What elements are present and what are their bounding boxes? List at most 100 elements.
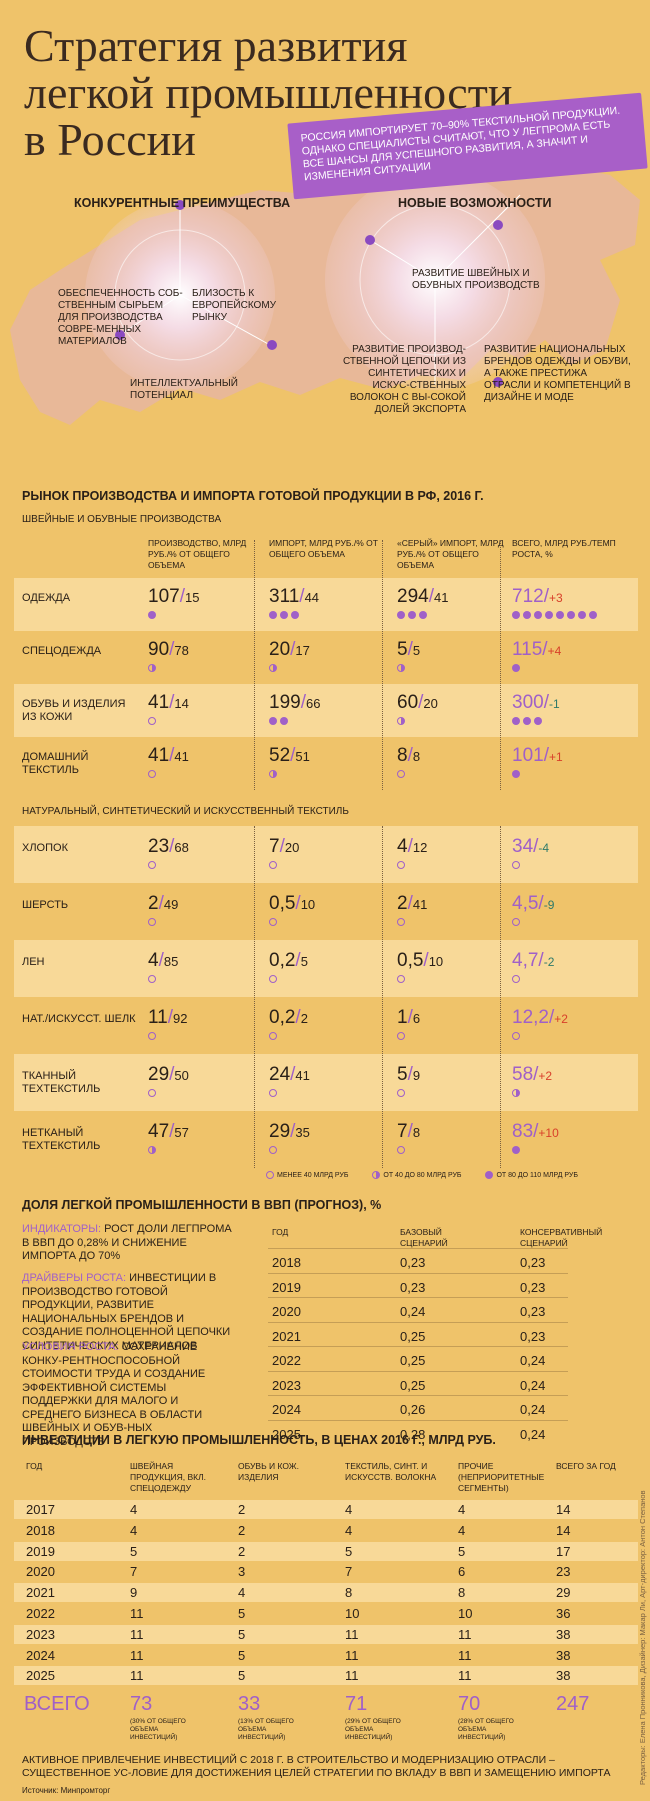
volume-dot-icon [291,610,299,619]
opportunity-item: Развитие швейных и обувных производств [412,268,540,291]
market-subheading: Швейные и обувные производства [22,514,222,525]
row-label: Одежда [22,591,71,604]
total-cell: 4,5/-9 [512,893,554,930]
table-row: 2023 11 5 11 11 38 [14,1624,638,1644]
volume-dot-icon [512,716,520,725]
total-cell: 300/-1 [512,692,560,729]
volume-dot-icon [397,610,405,619]
volume-dot-icon [269,1088,277,1097]
volume-dot-icon [148,917,156,926]
value-cell: 294/41 [397,586,448,623]
market-heading: Рынок производства и импорта готовой про… [22,489,484,503]
column-header: «Серый» импорт, млрд руб./% от общего об… [397,538,504,570]
table-row: 2022 11 5 10 10 36 [26,1606,571,1621]
row-label: Тканный техтекстиль [22,1069,101,1095]
gdp-indicators: Индикаторы: рост доли легпрома в ВВП до … [22,1223,232,1262]
gdp-row: 2018 0,23 0,23 [268,1248,568,1274]
volume-dot-icon [512,769,520,778]
volume-dot-icon [397,1031,405,1040]
footer-note: Активное привлечение инвестиций с 2018 г… [22,1754,611,1779]
invest-column-header: Всего за год [556,1461,616,1471]
volume-dot-icon [397,663,405,672]
invest-total-value: 71 [345,1693,368,1715]
gdp-row: 2025 0,28 0,24 [268,1419,568,1446]
gdp-row: 2022 0,25 0,24 [268,1346,568,1372]
table-row: Хлопок 23/68 7/20 4/12 34/-4 [14,826,638,883]
volume-dot-icon [269,1145,277,1154]
volume-dot-icon [148,974,156,983]
column-divider [382,826,383,1168]
column-divider [500,826,501,1168]
total-cell: 12,2/+2 [512,1007,568,1044]
value-cell: 20/17 [269,639,310,676]
gdp-row: 2023 0,25 0,24 [268,1370,568,1397]
row-label: Спецодежда [22,644,102,657]
table-row: Шерсть 2/49 0,5/10 2/41 4,5/-9 [14,883,638,940]
value-cell: 29/35 [269,1121,310,1158]
table-row: 2018 4 2 4 4 14 [26,1522,571,1538]
invest-total-value: 33 [238,1693,261,1715]
invest-total-value: 70 [458,1693,481,1715]
volume-dot-icon [269,917,277,926]
value-cell: 41/41 [148,745,189,782]
value-cell: 7/20 [269,836,299,873]
volume-dot-icon [512,917,520,926]
russia-map-illustration [10,165,640,425]
volume-dot-icon [512,1031,520,1040]
volume-dot-icon [397,860,405,869]
gdp-conditions: Условия роста: сохранение конку-рентносп… [22,1341,206,1448]
table-row: Одежда 107/15 311/44 294/41 712/+3 [14,578,638,631]
volume-dot-icon [512,1088,520,1097]
volume-dot-icon [148,1031,156,1040]
volume-dot-icon [512,860,520,869]
invest-total-label: Всего [24,1693,90,1715]
invest-share: (28% от общего объема инвестиций) [458,1718,514,1741]
table-row: 2021 9 4 8 8 29 [14,1583,638,1603]
volume-dot-icon [397,1145,405,1154]
volume-dot-icon [397,769,405,778]
volume-dot-icon [280,716,288,725]
market-subheading: Натуральный, синтетический и искусственн… [22,806,349,817]
volume-dot-icon [512,610,520,619]
volume-dot-icon [534,716,542,725]
value-cell: 0,5/10 [269,893,315,930]
table-row: Лен 4/85 0,2/5 0,5/10 4,7/-2 [14,940,638,997]
value-cell: 29/50 [148,1064,189,1101]
row-label: Шерсть [22,898,69,911]
gdp-col-base: Базовый сценарий [400,1227,448,1248]
volume-dot-icon [269,769,277,778]
value-cell: 4/85 [148,950,178,987]
value-cell: 52/51 [269,745,310,782]
value-cell: 1/6 [397,1007,420,1044]
invest-column-header: Текстиль, синт. и искусств. волокна [345,1461,437,1482]
value-cell: 0,2/5 [269,950,308,987]
total-cell: 101/+1 [512,745,563,782]
column-divider [254,540,255,790]
invest-column-header: Швейная продукция, вкл. спецодежду [130,1461,207,1493]
volume-dot-icon [397,974,405,983]
volume-dot-icon [512,974,520,983]
value-cell: 5/9 [397,1064,420,1101]
table-row: 2019 5 2 5 5 17 [14,1541,638,1561]
volume-dot-icon [545,610,553,619]
row-label: Нетканый техтекстиль [22,1126,101,1152]
table-row: Тканный техтекстиль 29/50 24/41 5/9 58/+2 [14,1054,638,1111]
value-cell: 2/41 [397,893,427,930]
value-cell: 0,5/10 [397,950,443,987]
source: Источник: Минпромторг [22,1786,111,1795]
table-row: 2020 7 3 7 6 23 [26,1564,571,1580]
volume-dot-icon [408,610,416,619]
row-label: Лен [22,955,45,968]
invest-column-header: Год [26,1461,43,1471]
value-cell: 4/12 [397,836,427,873]
invest-share: (30% от общего объема инвестиций) [130,1718,186,1741]
volume-dot-icon [280,610,288,619]
legend: менее 40 млрд руб от 40 до 80 млрд руб о… [266,1171,578,1179]
gdp-col-year: Год [272,1227,289,1237]
value-cell: 41/14 [148,692,189,729]
value-cell: 60/20 [397,692,438,729]
value-cell: 0,2/2 [269,1007,308,1044]
volume-dot-icon [419,610,427,619]
invest-total-value: 73 [130,1693,153,1715]
volume-dot-icon [589,610,597,619]
